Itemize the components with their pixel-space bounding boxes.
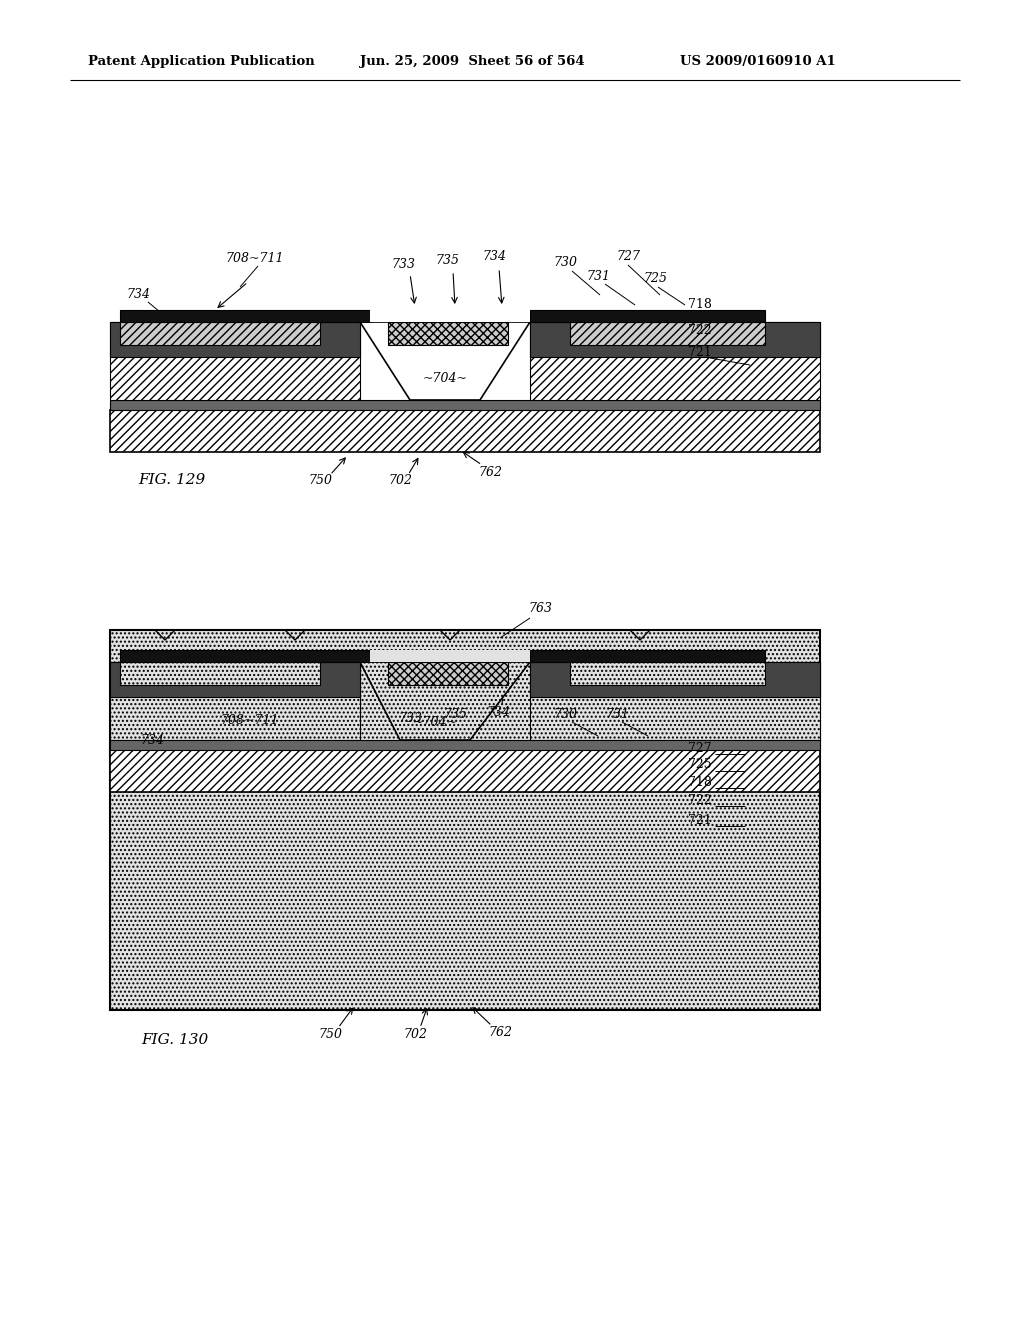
Text: 750: 750 (308, 474, 332, 487)
Bar (530, 649, 765, 663)
Bar (110, 411, 820, 451)
Bar (570, 663, 765, 685)
Bar (110, 741, 820, 750)
Polygon shape (360, 663, 530, 741)
Text: 735: 735 (443, 709, 467, 722)
Text: 727: 727 (616, 249, 640, 263)
Bar (120, 310, 370, 322)
Text: 721: 721 (688, 346, 712, 359)
Text: 721: 721 (688, 813, 712, 826)
Text: US 2009/0160910 A1: US 2009/0160910 A1 (680, 55, 836, 69)
Text: 718: 718 (688, 298, 712, 312)
Text: 734: 734 (482, 251, 506, 264)
Polygon shape (110, 322, 360, 400)
Bar (370, 649, 530, 663)
Text: 734: 734 (486, 705, 510, 718)
Text: Jun. 25, 2009  Sheet 56 of 564: Jun. 25, 2009 Sheet 56 of 564 (360, 55, 585, 69)
Text: 718: 718 (688, 776, 712, 788)
Text: 735: 735 (435, 253, 459, 267)
Text: 762: 762 (478, 466, 502, 479)
Bar (388, 322, 508, 345)
Text: 731: 731 (586, 269, 610, 282)
Text: 750: 750 (318, 1028, 342, 1041)
Text: 708~711: 708~711 (225, 252, 285, 264)
Polygon shape (530, 663, 820, 741)
Text: FIG. 130: FIG. 130 (141, 1034, 209, 1047)
Text: 727: 727 (688, 742, 712, 755)
Bar (120, 663, 319, 685)
Text: FIG. 129: FIG. 129 (138, 473, 206, 487)
Polygon shape (360, 322, 530, 400)
Bar (530, 663, 820, 697)
Text: 722: 722 (688, 793, 712, 807)
Text: ~704~: ~704~ (423, 371, 468, 384)
Bar (530, 310, 765, 322)
Text: 725: 725 (688, 759, 712, 771)
Bar (370, 310, 530, 322)
Text: 763: 763 (528, 602, 552, 615)
Bar (120, 649, 370, 663)
Bar (120, 322, 319, 345)
Bar (110, 663, 360, 697)
Text: 730: 730 (553, 708, 577, 721)
Text: 762: 762 (488, 1026, 512, 1039)
Text: 734: 734 (140, 734, 164, 747)
Text: 725: 725 (643, 272, 667, 285)
Text: 731: 731 (605, 708, 629, 721)
Bar (110, 630, 820, 1010)
Polygon shape (530, 322, 820, 400)
Bar (388, 663, 508, 685)
Polygon shape (110, 663, 360, 741)
Text: 722: 722 (688, 323, 712, 337)
Text: 734: 734 (126, 288, 150, 301)
Text: 708~711: 708~711 (221, 714, 280, 726)
Text: 733: 733 (391, 257, 415, 271)
Text: 702: 702 (403, 1028, 427, 1041)
Bar (110, 322, 360, 356)
Text: ~704~: ~704~ (413, 715, 458, 729)
Bar (110, 400, 820, 411)
Text: 730: 730 (553, 256, 577, 269)
Text: 733: 733 (398, 711, 422, 725)
Bar (110, 750, 820, 792)
Text: 702: 702 (388, 474, 412, 487)
Bar (570, 322, 765, 345)
Text: Patent Application Publication: Patent Application Publication (88, 55, 314, 69)
Bar (530, 322, 820, 356)
